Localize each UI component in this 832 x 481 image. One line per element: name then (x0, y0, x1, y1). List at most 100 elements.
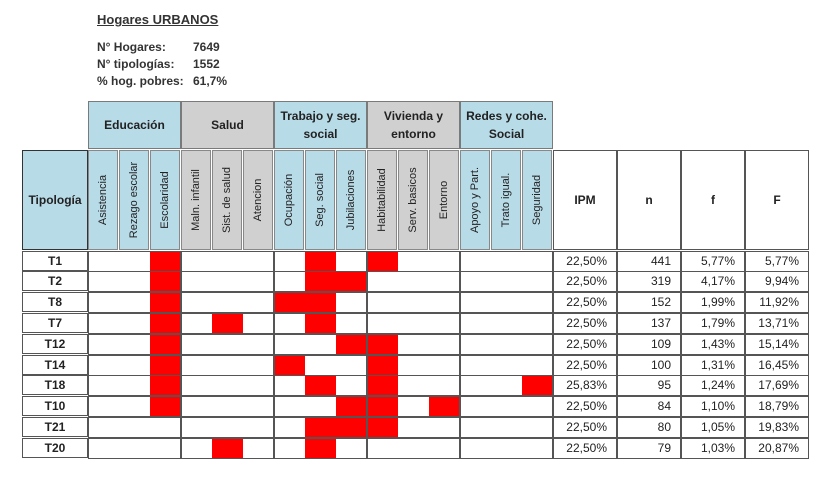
n-cell: 109 (617, 334, 681, 355)
deprivation-mark (305, 375, 336, 396)
f-cell: 1,05% (681, 417, 745, 438)
cum-f-cell: 19,83% (745, 417, 809, 438)
info-label: N° tipologías: (97, 57, 175, 71)
tipologia-cell: T1 (22, 251, 88, 271)
group-cell-border (367, 334, 460, 355)
deprivation-mark (305, 271, 336, 292)
group-cell-border (274, 417, 367, 438)
ipm-cell: 22,50% (553, 271, 617, 292)
deprivation-mark (150, 375, 181, 396)
indicator-header: Serv. basicos (398, 150, 428, 250)
group-cell-border (274, 355, 367, 376)
group-cell-border (274, 271, 367, 292)
f-cell: 1,10% (681, 396, 745, 417)
tipologia-header: Tipología (22, 150, 88, 250)
group-cell-border (367, 396, 460, 417)
n-cell: 137 (617, 313, 681, 334)
deprivation-mark (367, 417, 398, 438)
group-cell-border (367, 292, 460, 313)
deprivation-mark (367, 355, 398, 376)
metric-header: IPM (553, 150, 617, 250)
group-cell-border (88, 313, 181, 334)
indicator-label: Serv. basicos (407, 167, 419, 233)
f-cell: 1,99% (681, 292, 745, 313)
group-cell-border (367, 417, 460, 438)
group-cell-border (274, 375, 367, 396)
cum-f-cell: 11,92% (745, 292, 809, 313)
deprivation-mark (429, 396, 460, 417)
group-cell-border (460, 251, 553, 272)
deprivation-mark (336, 396, 367, 417)
n-cell: 95 (617, 375, 681, 396)
indicator-label: Maln. infantil (190, 169, 202, 231)
group-cell-border (274, 251, 367, 272)
deprivation-mark (150, 251, 181, 272)
deprivation-mark (274, 292, 305, 313)
group-cell-border (274, 396, 367, 417)
group-cell-border (367, 375, 460, 396)
ipm-cell: 22,50% (553, 313, 617, 334)
indicator-label: Rezago escolar (128, 161, 140, 239)
indicator-label: Jubilaciones (345, 169, 357, 231)
indicator-label: Habitabilidad (376, 168, 388, 232)
deprivation-mark (367, 396, 398, 417)
group-cell-border (88, 334, 181, 355)
tipologia-cell: T2 (22, 271, 88, 291)
deprivation-mark (367, 375, 398, 396)
group-cell-border (88, 396, 181, 417)
n-cell: 84 (617, 396, 681, 417)
group-cell-border (367, 271, 460, 292)
group-cell-border (274, 334, 367, 355)
tipologia-cell: T10 (22, 396, 88, 416)
tipologia-cell: T14 (22, 355, 88, 375)
indicator-header: Jubilaciones (336, 150, 366, 250)
deprivation-mark (367, 334, 398, 355)
indicator-header: Apoyo y Part. (460, 150, 490, 250)
group-cell-border (367, 438, 460, 459)
metric-header: n (617, 150, 681, 250)
indicator-label: Atencion (252, 178, 264, 222)
ipm-cell: 22,50% (553, 334, 617, 355)
deprivation-mark (305, 313, 336, 334)
group-cell-border (181, 396, 274, 417)
group-cell-border (460, 271, 553, 292)
group-cell-border (367, 313, 460, 334)
info-row-hogares: N° Hogares: 7649 (97, 39, 220, 56)
group-cell-border (88, 251, 181, 272)
group-cell-border (367, 355, 460, 376)
metric-header: F (745, 150, 809, 250)
indicator-label: Apoyo y Part. (469, 166, 481, 234)
group-cell-border (88, 438, 181, 459)
indicator-header: Trato igual. (491, 150, 521, 250)
group-header: Trabajo y seg. social (274, 101, 367, 149)
f-cell: 1,43% (681, 334, 745, 355)
group-cell-border (88, 375, 181, 396)
indicator-label: Sist. de salud (221, 166, 233, 234)
group-cell-border (181, 292, 274, 313)
n-cell: 80 (617, 417, 681, 438)
indicator-header: Entorno (429, 150, 459, 250)
metric-header: f (681, 150, 745, 250)
info-row-pobres: % hog. pobres: 61,7% (97, 73, 227, 90)
deprivation-mark (150, 355, 181, 376)
cum-f-cell: 18,79% (745, 396, 809, 417)
deprivation-mark (212, 313, 243, 334)
indicator-header: Seg. social (305, 150, 335, 250)
indicator-label: Seg. social (314, 173, 326, 227)
info-row-tipologias: N° tipologías: 1552 (97, 56, 220, 73)
cum-f-cell: 17,69% (745, 375, 809, 396)
tipologia-cell: T20 (22, 438, 88, 458)
deprivation-mark (336, 271, 367, 292)
deprivation-mark (150, 292, 181, 313)
deprivation-mark (150, 396, 181, 417)
indicator-header: Asistencia (88, 150, 118, 250)
ipm-cell: 22,50% (553, 396, 617, 417)
group-cell-border (181, 355, 274, 376)
group-cell-border (274, 292, 367, 313)
ipm-cell: 22,50% (553, 438, 617, 459)
deprivation-mark (336, 334, 367, 355)
deprivation-mark (150, 271, 181, 292)
n-cell: 152 (617, 292, 681, 313)
group-cell-border (460, 417, 553, 438)
group-cell-border (181, 271, 274, 292)
